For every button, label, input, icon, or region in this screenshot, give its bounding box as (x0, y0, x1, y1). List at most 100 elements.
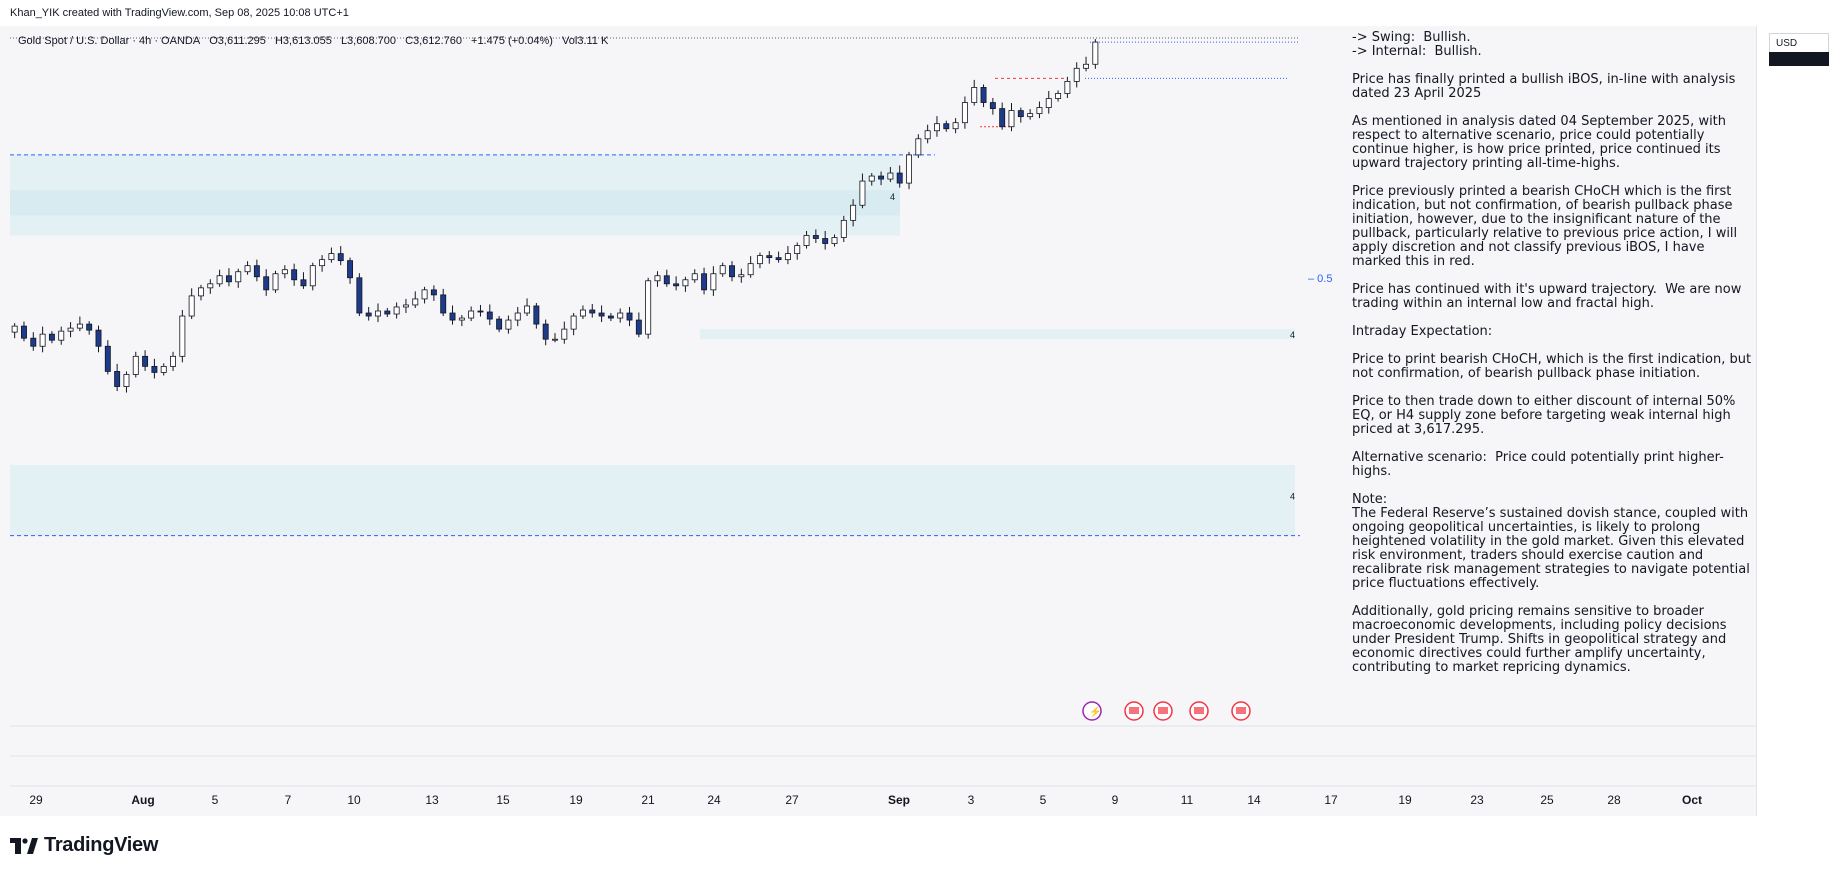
candle-body (552, 338, 558, 341)
price-chart[interactable]: – 0.54443,575.0003,550.0003,525.0003,500… (0, 26, 1835, 816)
candle-body (514, 312, 521, 321)
us-flag-icon (1129, 707, 1139, 714)
tradingview-logo-icon (10, 837, 38, 854)
candle-body (784, 253, 791, 261)
time-tick-label: 5 (212, 793, 219, 807)
candle-body (132, 355, 139, 375)
tradingview-logo[interactable]: TradingView (10, 834, 158, 857)
symbol-label[interactable]: Gold Spot / U.S. Dollar · 4h · OANDA (18, 35, 201, 47)
chart-area[interactable]: – 0.54443,575.0003,550.0003,525.0003,500… (0, 26, 1835, 816)
candle-body (253, 265, 260, 278)
candle-body (421, 289, 428, 300)
note-paragraph: Price to print bearish CHoCH, which is t… (1352, 352, 1756, 381)
candle-body (999, 108, 1006, 128)
event-icon[interactable] (1082, 701, 1102, 721)
candle-body (375, 310, 381, 317)
candle-body (561, 328, 568, 340)
time-tick-label: 27 (785, 793, 799, 807)
time-tick-label: 24 (707, 793, 721, 807)
candle-body (235, 271, 242, 283)
candle-body (309, 265, 316, 287)
candle-body (915, 138, 922, 156)
candle-body (179, 315, 186, 357)
candle-body (961, 102, 968, 124)
candle-body (365, 312, 372, 317)
candle-body (850, 204, 857, 221)
time-tick-label: 23 (1470, 793, 1484, 807)
candle-body (794, 245, 801, 254)
candle-body (76, 323, 83, 329)
currency-selector[interactable]: USD (1769, 33, 1829, 53)
candle-body (58, 330, 65, 341)
candle-body (319, 259, 326, 267)
candle-body (878, 175, 885, 180)
candle-body (1055, 93, 1062, 99)
time-tick-label: 7 (285, 793, 292, 807)
candle-body (775, 257, 782, 261)
candle-body (1064, 80, 1071, 94)
candle-body (160, 365, 167, 373)
us-flag-icon (1158, 707, 1168, 714)
candle-body (104, 345, 111, 372)
high-value: H3,613.055 (274, 35, 332, 47)
candle-body (691, 273, 698, 281)
note-line: -> Swing: Bullish. (1352, 30, 1471, 45)
candle-body (1008, 110, 1015, 128)
candle-body (207, 283, 214, 289)
time-tick-label: 19 (569, 793, 583, 807)
note-paragraph: Price to then trade down to either disco… (1352, 394, 1740, 437)
candle-body (682, 279, 689, 287)
change-value: +1.475 (+0.04%) (471, 35, 553, 47)
time-tick-label: 9 (1112, 793, 1119, 807)
candle-body (803, 235, 810, 246)
time-tick-label: 5 (1040, 793, 1047, 807)
candle-body (21, 325, 27, 339)
close-value: C3,612.760 (405, 35, 462, 47)
time-tick-label: 25 (1540, 793, 1554, 807)
candle-body (645, 280, 652, 335)
candle-body (402, 304, 409, 308)
candle-body (123, 374, 130, 387)
note-paragraph: Price previously printed a bearish CHoCH… (1352, 184, 1742, 269)
candle-body (328, 253, 335, 261)
candle-body (989, 102, 996, 109)
candle-body (589, 309, 596, 314)
volume-value: Vol3.11 K (562, 35, 609, 47)
candle-body (663, 275, 670, 285)
candle-body (952, 122, 959, 130)
candle-body (468, 310, 475, 319)
time-tick-label: 21 (641, 793, 655, 807)
footer: TradingView (0, 816, 1835, 875)
price-scale[interactable]: USD 3,612.760 (1756, 26, 1835, 816)
candle-body (1092, 41, 1099, 65)
candle-body (300, 279, 307, 287)
candle-body (747, 263, 754, 276)
candle-body (859, 180, 866, 206)
candle-body (48, 333, 55, 341)
candle-body (635, 319, 642, 335)
candle-body (86, 323, 93, 331)
zone-count-label: 4 (1290, 330, 1295, 340)
candle-body (263, 276, 270, 291)
candle-body (216, 275, 223, 285)
low-value: L3,608.700 (340, 35, 396, 47)
time-tick-label: Aug (131, 793, 154, 807)
candle-body (30, 337, 37, 347)
note-paragraph: Price has finally printed a bullish iBOS… (1352, 72, 1740, 101)
time-tick-label: 28 (1607, 793, 1621, 807)
candle-body (449, 312, 456, 321)
time-tick-label: 13 (425, 793, 439, 807)
top-attribution-bar: Khan_YIK created with TradingView.com, S… (0, 0, 1835, 27)
last-price-tag: 3,612.760 (1769, 52, 1829, 66)
candle-body (896, 172, 903, 184)
candle-body (887, 172, 894, 180)
candle-body (142, 355, 149, 367)
note-paragraph: As mentioned in analysis dated 04 Septem… (1352, 114, 1731, 171)
time-tick-label: 19 (1398, 793, 1412, 807)
note-paragraph: The Federal Reserve’s sustained dovish s… (1352, 506, 1754, 591)
note-heading: Intraday Expectation: (1352, 324, 1493, 339)
note-line: -> Internal: Bullish. (1352, 44, 1482, 59)
candle-body (654, 275, 661, 282)
candle-body (840, 219, 847, 238)
candle-body (477, 310, 484, 313)
